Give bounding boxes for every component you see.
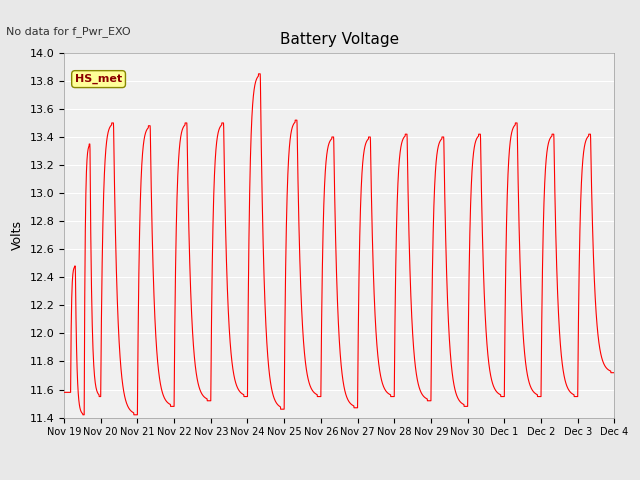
Y-axis label: Volts: Volts bbox=[11, 220, 24, 250]
Text: No data for f_Pwr_EXO: No data for f_Pwr_EXO bbox=[6, 25, 131, 36]
Title: Battery Voltage: Battery Voltage bbox=[280, 33, 399, 48]
Text: HS_met: HS_met bbox=[75, 74, 122, 84]
